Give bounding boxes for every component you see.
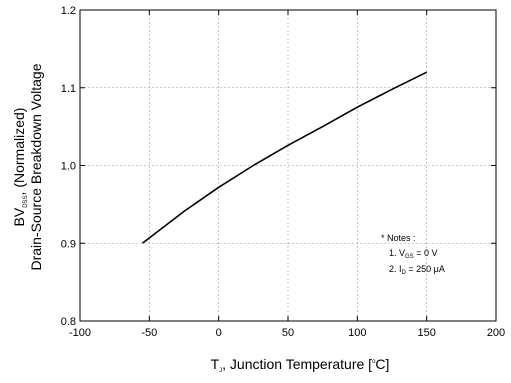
notes-line-2-sub: D: [402, 270, 407, 276]
y-axis-title-line1-rest: , (Normalized): [11, 108, 27, 196]
y-tick-label: 1.1: [61, 83, 76, 95]
x-axis-title-rest: , Junction Temperature [: [222, 356, 372, 372]
notes-line-2-suffix: = 250 μA: [406, 264, 445, 274]
y-tick-label: 1.2: [61, 5, 76, 17]
series-line: [141, 71, 428, 244]
notes-line-1-prefix: 1. V: [389, 248, 405, 258]
y-tick-label: 0.8: [61, 316, 76, 328]
grid-lines: [80, 10, 496, 321]
y-tick-label: 1.0: [61, 161, 76, 173]
y-tick-labels: 0.8 0.9 1.0 1.1 1.2: [61, 5, 76, 328]
x-tick-label: 100: [348, 327, 366, 339]
y-axis-title-line2: Drain-Source Breakdown Voltage: [28, 63, 44, 270]
y-axis-title: BVDSS, (Normalized) Drain-Source Breakdo…: [11, 63, 44, 270]
series-layer: [141, 71, 428, 244]
x-tick-label: -50: [141, 327, 157, 339]
notes-line-1: 1. VGS = 0 V: [389, 248, 437, 260]
notes-line-2-prefix: 2. I: [389, 264, 402, 274]
y-axis-title-line1-main: BV: [11, 207, 27, 226]
x-tick-label: 200: [487, 327, 505, 339]
x-tick-label: -100: [69, 327, 91, 339]
notes-line-1-suffix: = 0 V: [414, 248, 438, 258]
x-tick-label: 0: [216, 327, 222, 339]
y-axis-title-line1-sub: DSS: [23, 195, 29, 207]
y-tick-label: 0.9: [61, 238, 76, 250]
x-axis-title: TJ, Junction Temperature [oC]: [211, 356, 390, 374]
x-tick-label: 50: [282, 327, 294, 339]
x-tick-labels: -100 -50 0 50 100 150 200: [69, 327, 505, 339]
notes-box: * Notes : 1. VGS = 0 V 2. ID = 250 μA: [381, 233, 445, 276]
x-axis-title-end: C]: [375, 356, 389, 372]
tick-marks: [79, 9, 497, 322]
x-axis-title-sup: o: [372, 359, 376, 365]
x-axis-title-sub: J: [219, 368, 222, 374]
x-tick-label: 150: [417, 327, 435, 339]
notes-line-1-sub: GS: [405, 254, 414, 260]
x-axis-title-main: T: [211, 356, 220, 372]
notes-line-2: 2. ID = 250 μA: [389, 264, 445, 276]
notes-title: * Notes :: [381, 233, 416, 243]
y-axis-title-line1: BVDSS, (Normalized): [11, 108, 29, 227]
